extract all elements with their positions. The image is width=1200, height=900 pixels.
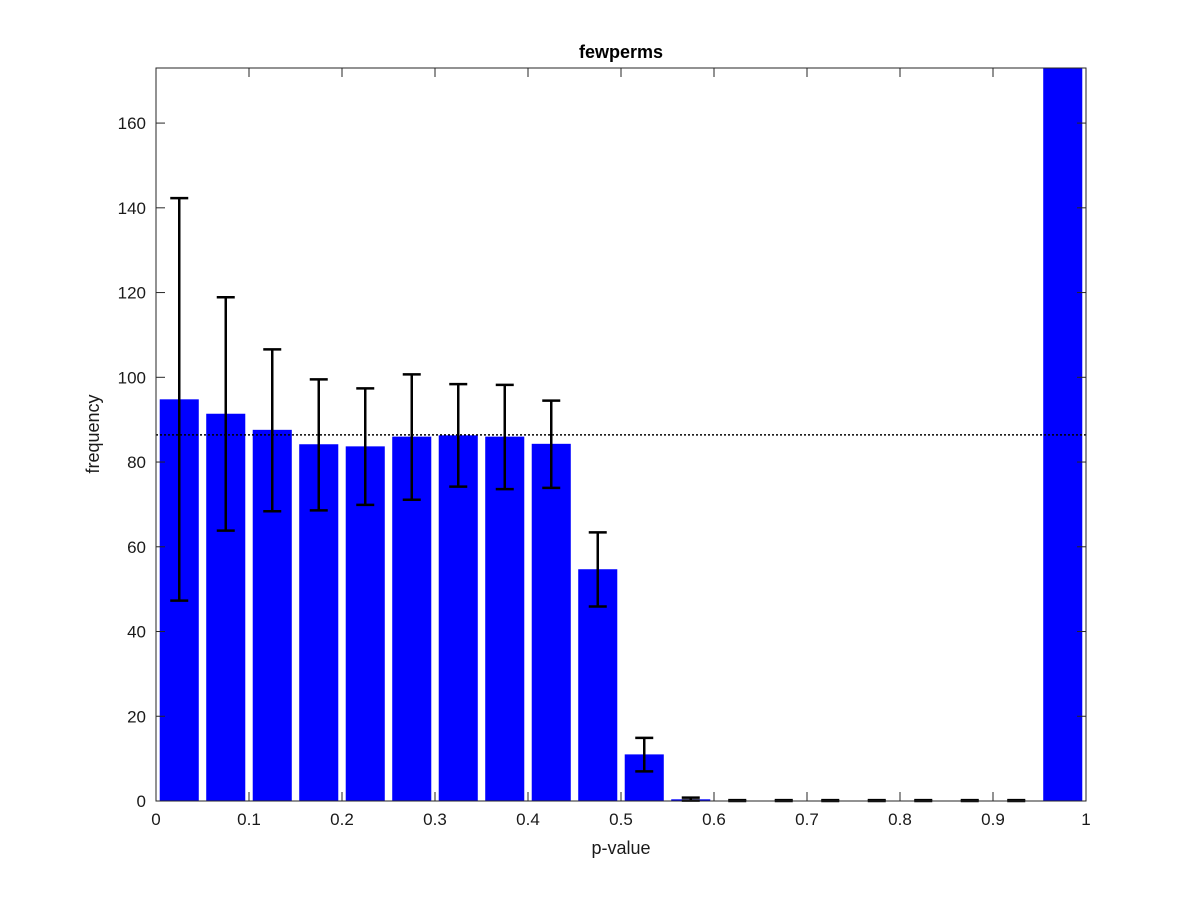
y-ticks-group: 0 20 40 60 80 100 120 140 160 bbox=[118, 114, 1086, 811]
x-tick-8: 0.8 bbox=[888, 68, 912, 829]
x-tick-label-9: 0.9 bbox=[981, 810, 1005, 829]
y-tick-label-8: 160 bbox=[118, 114, 146, 133]
x-ticks-group: 0 0.1 0.2 0.3 0.4 0.5 0.6 0.7 0.8 0.9 1 bbox=[151, 68, 1091, 829]
y-tick-2: 40 bbox=[127, 623, 1086, 642]
x-tick-label-6: 0.6 bbox=[702, 810, 726, 829]
bar-7 bbox=[485, 436, 525, 801]
y-tick-label-6: 120 bbox=[118, 284, 146, 303]
errorbar-0 bbox=[170, 196, 189, 602]
y-tick-label-2: 40 bbox=[127, 623, 146, 642]
errorbar-4 bbox=[356, 387, 375, 507]
x-tick-7: 0.7 bbox=[795, 68, 819, 829]
x-tick-2: 0.2 bbox=[330, 68, 354, 829]
x-tick-label-10: 1 bbox=[1081, 810, 1090, 829]
y-tick-1: 20 bbox=[127, 707, 1086, 726]
x-tick-label-3: 0.3 bbox=[423, 810, 447, 829]
y-tick-6: 120 bbox=[118, 284, 1086, 303]
y-tick-label-3: 60 bbox=[127, 538, 146, 557]
y-tick-4: 80 bbox=[127, 453, 1086, 472]
x-tick-5: 0.5 bbox=[609, 68, 633, 829]
x-tick-4: 0.4 bbox=[516, 68, 540, 829]
errorbar-3 bbox=[309, 378, 328, 512]
bars-group bbox=[159, 68, 1083, 801]
y-tick-5: 100 bbox=[118, 368, 1086, 387]
x-tick-3: 0.3 bbox=[423, 68, 447, 829]
y-tick-label-1: 20 bbox=[127, 707, 146, 726]
y-tick-8: 160 bbox=[118, 114, 1086, 133]
bar-8 bbox=[531, 443, 571, 801]
x-tick-label-0: 0 bbox=[151, 810, 160, 829]
x-tick-label-8: 0.8 bbox=[888, 810, 912, 829]
x-tick-6: 0.6 bbox=[702, 68, 726, 829]
chart-title: fewperms bbox=[579, 42, 663, 62]
bar-6 bbox=[438, 435, 478, 801]
x-axis-label: p-value bbox=[591, 838, 650, 858]
y-axis-label: frequency bbox=[83, 394, 103, 473]
x-tick-10: 1 bbox=[1081, 68, 1091, 829]
x-tick-label-7: 0.7 bbox=[795, 810, 819, 829]
errorbar-6 bbox=[449, 382, 468, 488]
y-tick-0: 0 bbox=[137, 792, 1086, 811]
x-tick-9: 0.9 bbox=[981, 68, 1005, 829]
x-tick-label-1: 0.1 bbox=[237, 810, 261, 829]
errorbar-2 bbox=[263, 348, 282, 513]
y-tick-7: 140 bbox=[118, 199, 1086, 218]
errorbar-10 bbox=[635, 736, 654, 773]
y-tick-label-0: 0 bbox=[137, 792, 146, 811]
y-tick-label-4: 80 bbox=[127, 453, 146, 472]
x-tick-label-4: 0.4 bbox=[516, 810, 540, 829]
y-tick-3: 60 bbox=[127, 538, 1086, 557]
x-tick-0: 0 bbox=[151, 68, 161, 829]
x-tick-label-2: 0.2 bbox=[330, 810, 354, 829]
bar-9 bbox=[578, 569, 618, 801]
errorbar-8 bbox=[542, 399, 561, 490]
errorbar-1 bbox=[216, 295, 235, 532]
errorbar-9 bbox=[588, 531, 607, 608]
errorbar-5 bbox=[402, 373, 421, 501]
x-tick-1: 0.1 bbox=[237, 68, 261, 829]
y-tick-label-5: 100 bbox=[118, 368, 146, 387]
x-tick-label-5: 0.5 bbox=[609, 810, 633, 829]
errorbar-7 bbox=[495, 383, 514, 491]
y-tick-label-7: 140 bbox=[118, 199, 146, 218]
